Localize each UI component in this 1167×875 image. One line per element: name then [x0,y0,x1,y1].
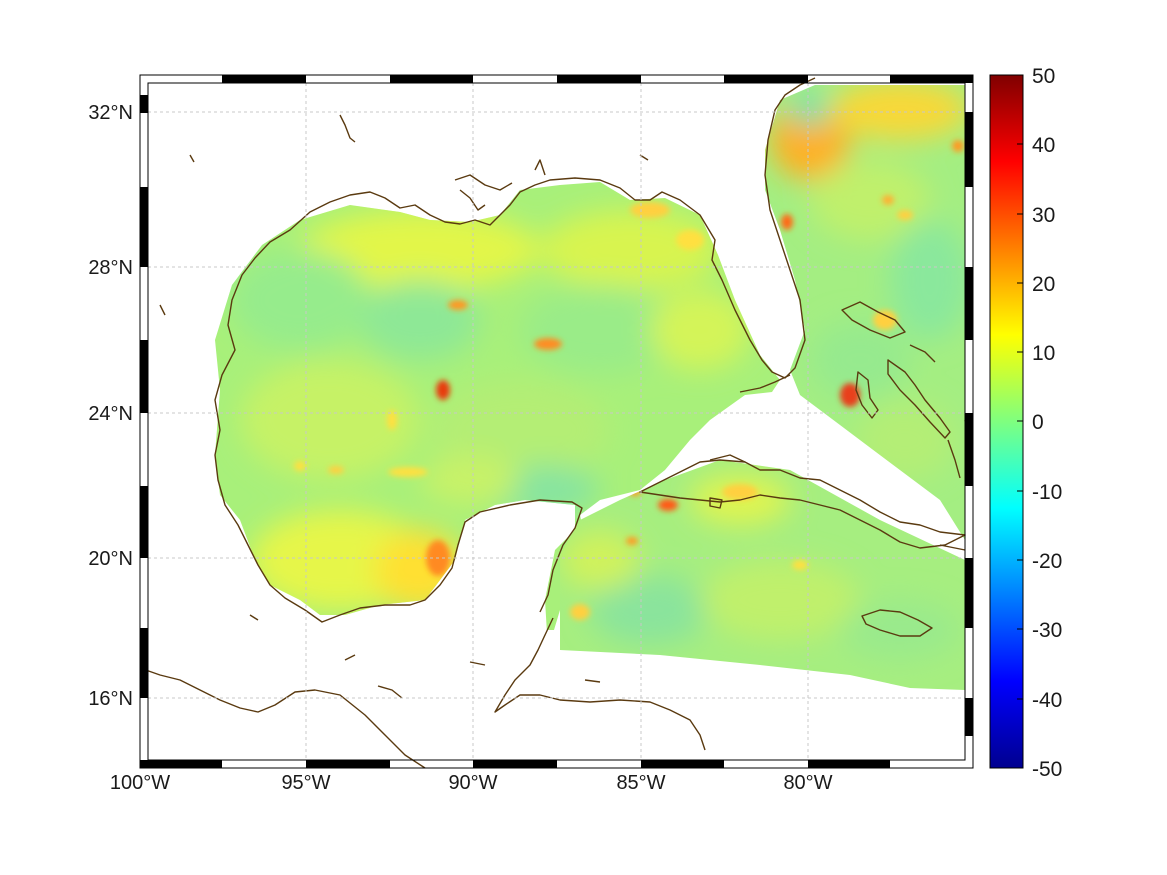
lat-tick-label: 16°N [88,688,133,710]
colorbar-tick-label: -50 [1032,758,1062,781]
colorbar-tick-label: 0 [1032,411,1044,434]
colorbar-tick-label: -20 [1032,550,1062,573]
colorbar-tick-label: 40 [1032,134,1055,157]
colorbar-tick-label: 30 [1032,204,1055,227]
lon-tick-label: 100°W [110,772,170,794]
colorbar-tick-label: -30 [1032,619,1062,642]
lon-tick-label: 95°W [281,772,330,794]
lon-tick-label: 85°W [616,772,665,794]
colorbar-tick-label: -10 [1032,481,1062,504]
colorbar: 50 40 30 20 10 0 -10 -20 -30 -40 -50 [989,65,1062,781]
lat-tick-labels: 32°N 28°N 24°N 20°N 16°N [88,102,133,710]
colorbar-tick-label: 10 [1032,342,1055,365]
lat-tick-label: 28°N [88,257,133,279]
coastlines [139,77,969,769]
data-field [215,85,965,690]
lat-tick-label: 20°N [88,548,133,570]
map-frame [139,74,974,769]
lat-tick-label: 24°N [88,403,133,425]
graticule [148,83,965,760]
lat-tick-label: 32°N [88,102,133,124]
colorbar-tick-label: 20 [1032,273,1055,296]
colorbar-tick-label: 50 [1032,65,1055,88]
lon-tick-label: 80°W [783,772,832,794]
lon-tick-label: 90°W [448,772,497,794]
lon-tick-labels: 100°W 95°W 90°W 85°W 80°W [110,772,833,794]
colorbar-tick-label: -40 [1032,689,1062,712]
